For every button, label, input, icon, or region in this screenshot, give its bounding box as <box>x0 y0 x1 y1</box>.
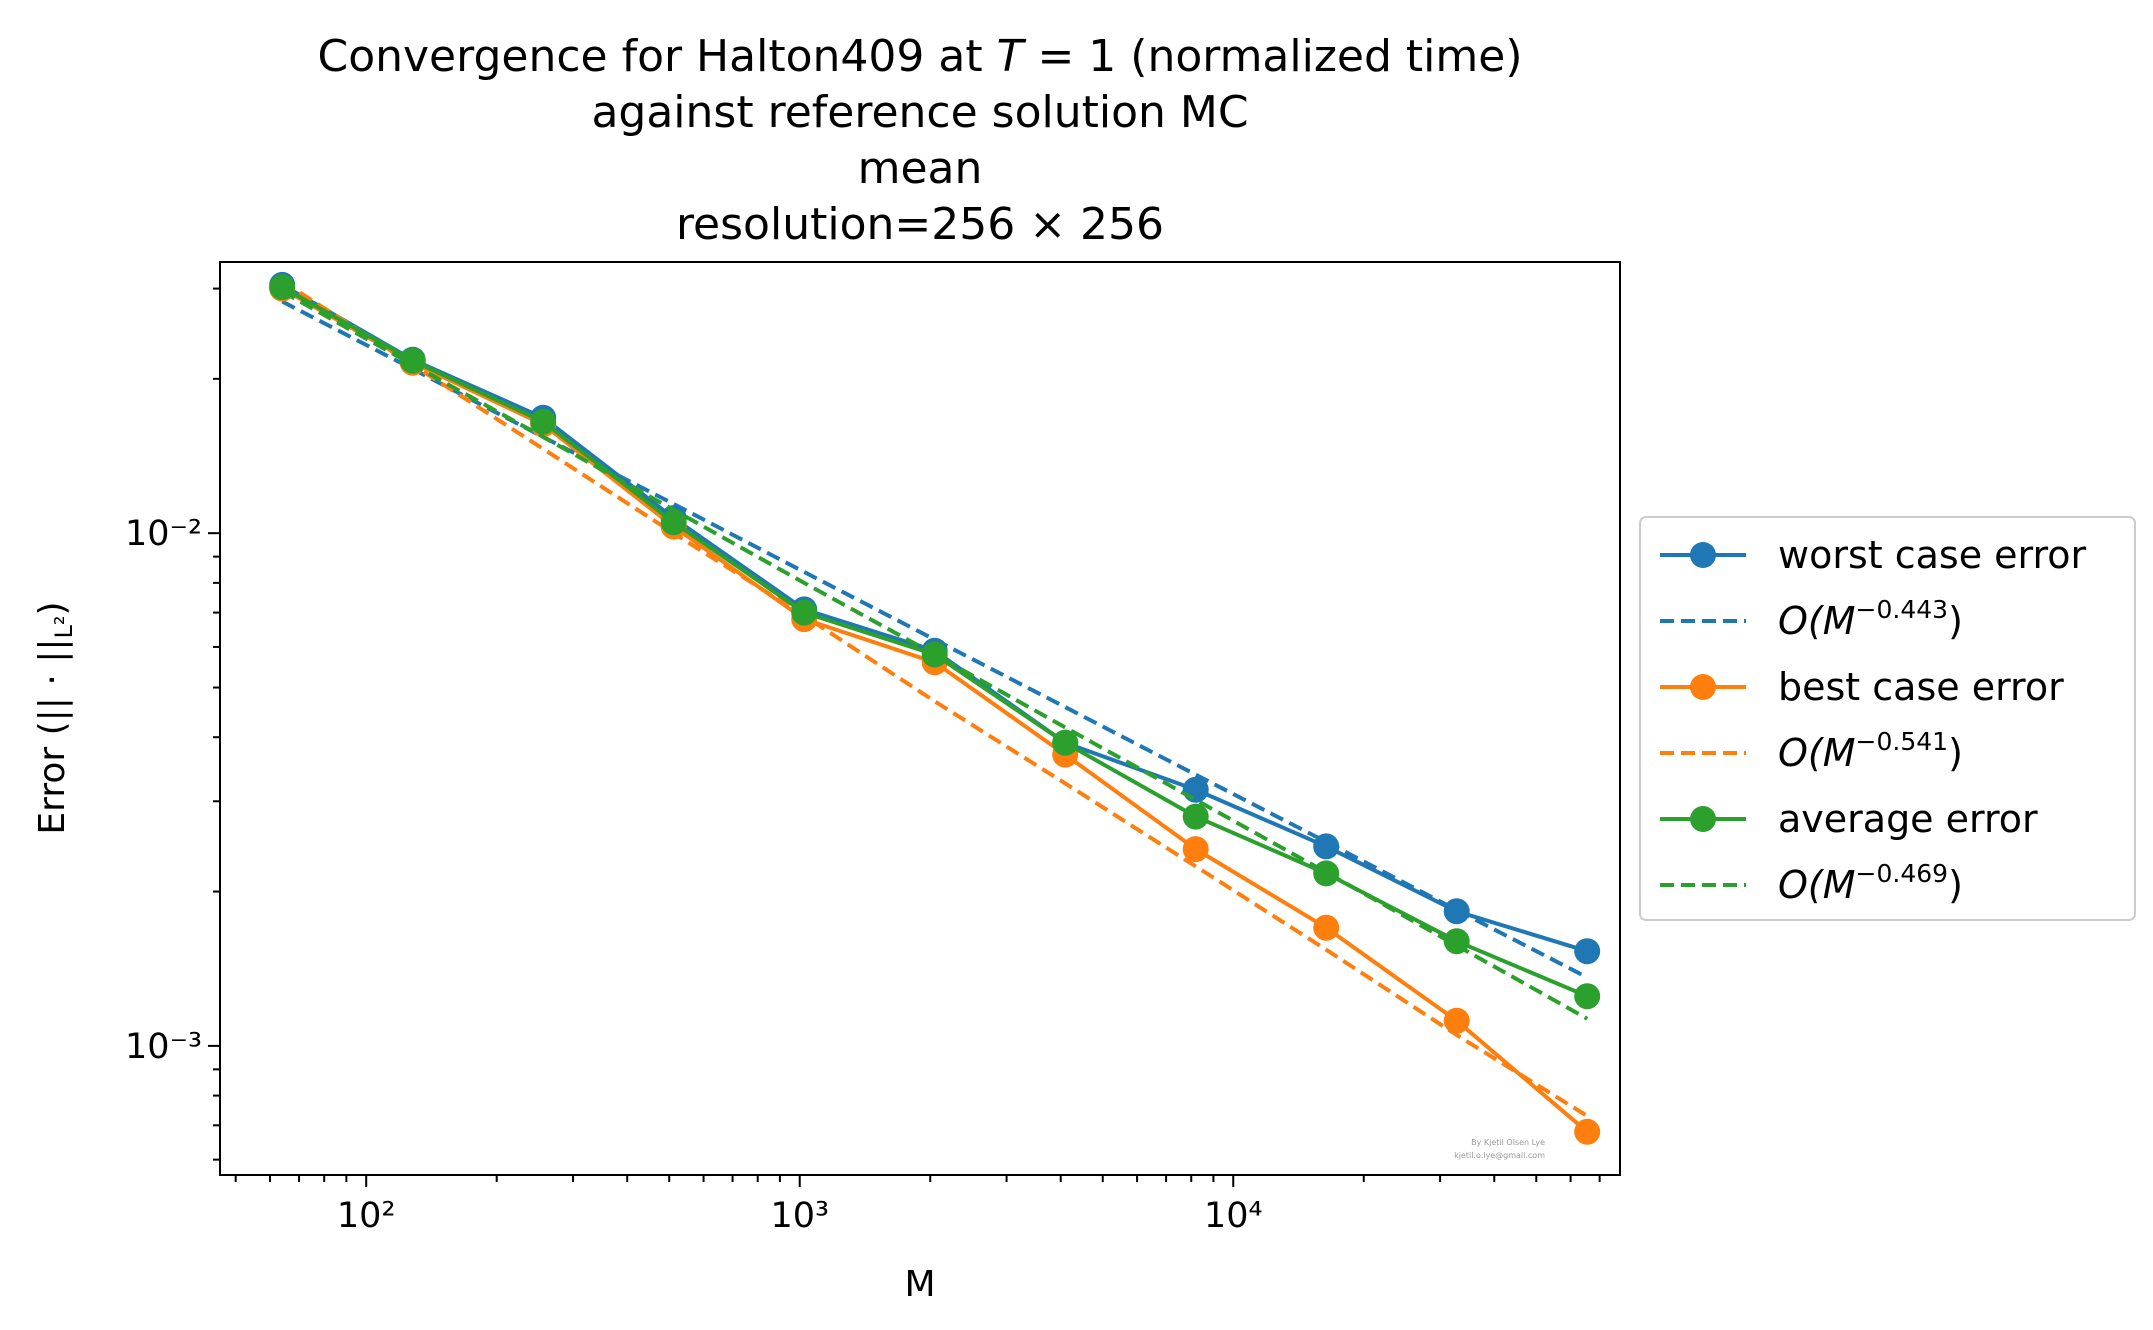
plot-lines <box>269 271 1601 1145</box>
data-point <box>1182 803 1209 830</box>
title-line-1: Convergence for Halton409 at T = 1 (norm… <box>317 31 1522 82</box>
data-point <box>660 509 687 536</box>
legend-label: O(M−0.469) <box>1778 859 1963 907</box>
x-tick-label: 10³ <box>770 1196 829 1236</box>
data-point <box>1574 983 1601 1010</box>
legend-label-suffix: ) <box>1948 599 1963 643</box>
y-tick-label: 10⁻² <box>125 514 202 554</box>
title-line-3: mean <box>858 143 983 194</box>
legend-item-3: O(M−0.541) <box>1660 727 1963 775</box>
legend-item-4: average error <box>1660 797 2038 841</box>
series-line-fit <box>281 299 1589 980</box>
series-3 <box>281 279 1589 1118</box>
legend-item-5: O(M−0.469) <box>1660 859 1963 907</box>
legend-label-suffix: ) <box>1948 731 1963 775</box>
legend-item-0: worst case error <box>1660 533 2087 577</box>
legend-label-suffix: ) <box>1948 863 1963 907</box>
legend-label: best case error <box>1778 665 2064 709</box>
data-point <box>1313 860 1340 887</box>
y-label-main: Error (|| · || <box>32 638 73 834</box>
legend-label-exponent: −0.469 <box>1856 859 1949 888</box>
y-label-end: ) <box>32 601 73 615</box>
legend-label-prefix: O(M <box>1778 731 1856 775</box>
series-line-fit <box>281 289 1589 1021</box>
series-5 <box>281 289 1589 1021</box>
legend-label: O(M−0.541) <box>1778 727 1963 775</box>
legend-swatch-marker <box>1690 674 1716 700</box>
legend-swatch-marker <box>1690 542 1716 568</box>
legend-label-prefix: O(M <box>1778 599 1856 643</box>
x-tick-label: 10⁴ <box>1204 1196 1263 1236</box>
legend-label-exponent: −0.541 <box>1856 727 1949 756</box>
legend-label: average error <box>1778 797 2038 841</box>
series-line-fit <box>281 279 1589 1118</box>
title-part-b: = 1 (normalized time) <box>1023 31 1522 82</box>
legend-label: worst case error <box>1778 533 2087 577</box>
watermark: By Kjetil Olsen Lye kjetil.o.lye@gmail.c… <box>1454 1138 1545 1160</box>
x-tick-label: 10² <box>337 1196 396 1236</box>
chart-title: Convergence for Halton409 at T = 1 (norm… <box>317 31 1522 250</box>
watermark-line-2: kjetil.o.lye@gmail.com <box>1454 1151 1545 1160</box>
x-axis-label: M <box>904 1264 935 1305</box>
title-line-2: against reference solution MC <box>591 87 1248 138</box>
title-t-symbol: T <box>997 31 1027 82</box>
legend-item-2: best case error <box>1660 665 2064 709</box>
data-point <box>1182 836 1209 863</box>
data-point <box>1574 1118 1601 1145</box>
plot-area <box>219 261 1621 1176</box>
title-line-4: resolution=256 × 256 <box>676 199 1164 250</box>
data-point <box>1052 729 1079 756</box>
legend-item-1: O(M−0.443) <box>1660 595 1963 643</box>
data-point <box>530 408 557 435</box>
y-label-sub: L² <box>50 615 78 638</box>
legend-label-exponent: −0.443 <box>1856 595 1949 624</box>
watermark-line-1: By Kjetil Olsen Lye <box>1471 1138 1545 1147</box>
data-point <box>791 599 818 626</box>
legend-box <box>1639 516 2136 921</box>
legend-label-prefix: O(M <box>1778 863 1856 907</box>
y-axis-label: Error (|| · ||L²) <box>32 601 78 834</box>
data-point <box>1313 914 1340 941</box>
legend-swatch-marker <box>1690 806 1716 832</box>
data-point <box>1574 938 1601 965</box>
y-axis: 10⁻² 10⁻³ <box>125 287 220 1161</box>
legend-label: O(M−0.443) <box>1778 595 1963 643</box>
y-tick-label: 10⁻³ <box>125 1027 202 1067</box>
data-point <box>1443 1007 1470 1034</box>
title-part-a: Convergence for Halton409 at <box>317 31 996 82</box>
x-axis: 10² 10³ 10⁴ <box>234 1175 1601 1236</box>
series-1 <box>281 299 1589 980</box>
